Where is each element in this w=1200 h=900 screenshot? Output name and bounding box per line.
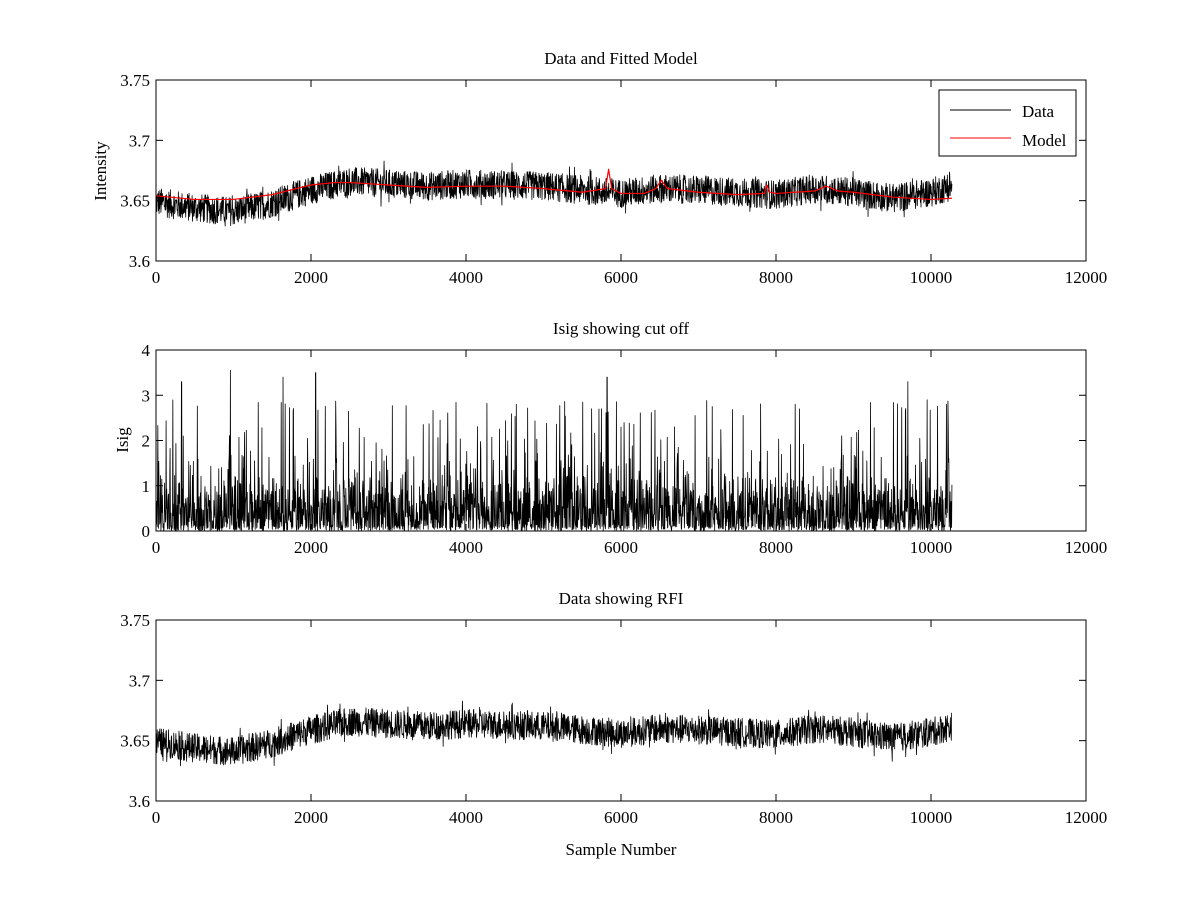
tick-layer: 0 2000 4000 6000 8000 10000 12000 0 1 2 3 4 [142,341,1108,557]
legend-box [938,89,1077,157]
y-tick-label: 1 [142,477,151,496]
x-tick-label: 10000 [910,808,953,827]
y-tick-label: 3.7 [129,671,151,690]
y-tick-label: 3.6 [129,792,150,811]
x-tick-label: 12000 [1065,268,1108,287]
x-tick-label: 10000 [910,538,953,557]
y-axis-label: Intensity [91,141,110,201]
legend-label-data: Data [1022,102,1055,121]
y-tick-label: 3.75 [120,71,150,90]
x-tick-label: 0 [152,268,161,287]
y-tick-label: 3.65 [120,732,150,751]
x-tick-label: 0 [152,808,161,827]
x-tick-label: 2000 [294,268,328,287]
series-line-model [155,168,952,201]
panel-data-and-fitted-model: Data and Fitted Model Intensity 0 2000 400… [91,49,1107,287]
x-tick-label: 10000 [910,268,953,287]
x-tick-label: 12000 [1065,538,1108,557]
plot-area [155,369,953,532]
y-axis-label: Isig [113,427,132,453]
y-tick-label: 3.75 [120,611,150,630]
chart-title: Data showing RFI [559,589,684,608]
x-tick-label: 2000 [294,808,328,827]
y-tick-label: 0 [142,522,151,541]
series-line-panel2 [155,369,953,532]
chart-title: Isig showing cut off [553,319,689,338]
panel-data-showing-rfi: Data showing RFI Sample Number 0 2000 4000… [120,589,1107,859]
x-tick-label: 12000 [1065,808,1108,827]
x-tick-label: 4000 [449,808,483,827]
legend-label-model: Model [1022,131,1067,150]
x-tick-label: 8000 [759,538,793,557]
y-tick-label: 4 [142,341,151,360]
x-tick-label: 6000 [604,808,638,827]
series-line-data [155,160,953,227]
y-tick-label: 3.6 [129,252,150,271]
x-tick-label: 6000 [604,538,638,557]
y-tick-label: 2 [142,432,151,451]
x-tick-label: 8000 [759,808,793,827]
tick-layer: 0 2000 4000 6000 8000 10000 12000 3.6 3.65 3.7 3.7… [120,71,1107,287]
y-tick-label: 3 [142,386,151,405]
x-tick-label: 4000 [449,268,483,287]
legend: Data Model [938,89,1077,157]
y-tick-label: 3.65 [120,192,150,211]
tick-layer: 0 2000 4000 6000 8000 10000 12000 3.6 3.65 3.7 3.7… [120,611,1107,827]
x-tick-label: 6000 [604,268,638,287]
x-axis-label: Sample Number [566,840,677,859]
x-tick-label: 2000 [294,538,328,557]
plot-area [155,700,953,767]
series-line-panel3 [155,700,953,767]
y-tick-label: 3.7 [129,131,151,150]
x-tick-label: 8000 [759,268,793,287]
plot-area [155,160,953,227]
panel-isig-showing-cut-off: Isig showing cut off Isig 0 2000 4000 6000 8… [113,319,1107,557]
x-tick-label: 0 [152,538,161,557]
x-tick-label: 4000 [449,538,483,557]
chart-title: Data and Fitted Model [544,49,698,68]
